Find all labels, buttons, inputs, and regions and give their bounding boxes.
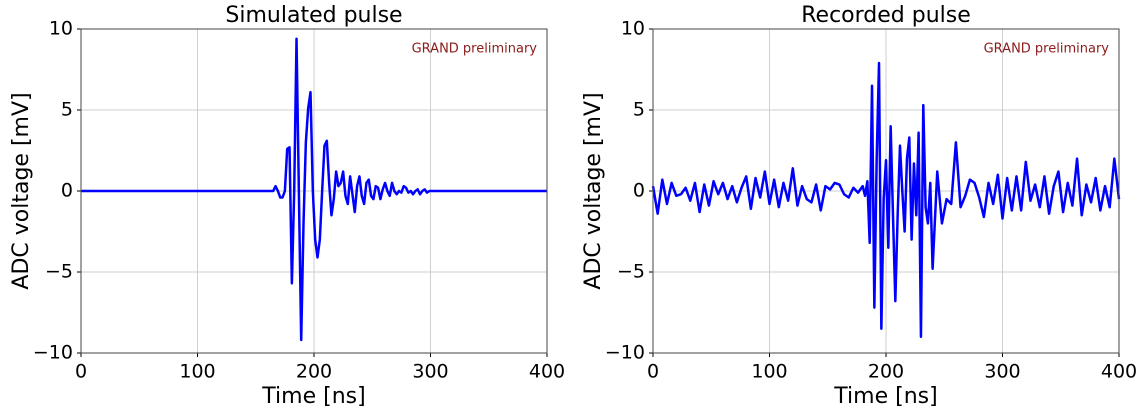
y-tick-label: −5 [617,261,645,283]
y-axis-title: ADC voltage [mV] [581,92,606,289]
y-tick-label: −5 [45,261,73,283]
plot-frame [652,28,1120,354]
chart-title: Simulated pulse [225,3,402,28]
x-tick-label: 400 [529,361,565,383]
x-tick-label: 200 [296,361,332,383]
plot-frame [80,28,548,354]
y-tick-label: −10 [605,342,645,364]
x-axis-title: Time [ns] [261,384,365,409]
data-line [81,37,547,342]
data-line [651,61,1121,339]
annotation: GRAND preliminary [984,42,1110,57]
y-axis-title: ADC voltage [mV] [9,92,34,289]
x-tick-label: 300 [412,361,448,383]
x-tick-label: 100 [179,361,215,383]
y-tick-label: 10 [49,18,73,40]
chart-panel: 0 100 200 300 400 −10 −5 0 5 10 Recorded pulse Time… [581,3,1137,409]
x-tick-label: 0 [647,361,659,383]
x-tick-label: 400 [1101,361,1137,383]
chart-panel: 0 100 200 300 400 −10 −5 0 5 10 Simulated pulse Tim… [9,3,565,409]
x-tick-label: 100 [751,361,787,383]
y-tick-label: 5 [61,99,73,121]
x-tick-label: 0 [75,361,87,383]
y-tick-label: 0 [61,180,73,202]
y-tick-label: 5 [633,99,645,121]
x-tick-label: 200 [868,361,904,383]
y-tick-label: −10 [33,342,73,364]
annotation: GRAND preliminary [412,42,538,57]
x-tick-label: 300 [984,361,1020,383]
x-axis-title: Time [ns] [833,384,937,409]
chart-title: Recorded pulse [801,3,971,28]
y-tick-label: 0 [633,180,645,202]
y-tick-label: 10 [621,18,645,40]
